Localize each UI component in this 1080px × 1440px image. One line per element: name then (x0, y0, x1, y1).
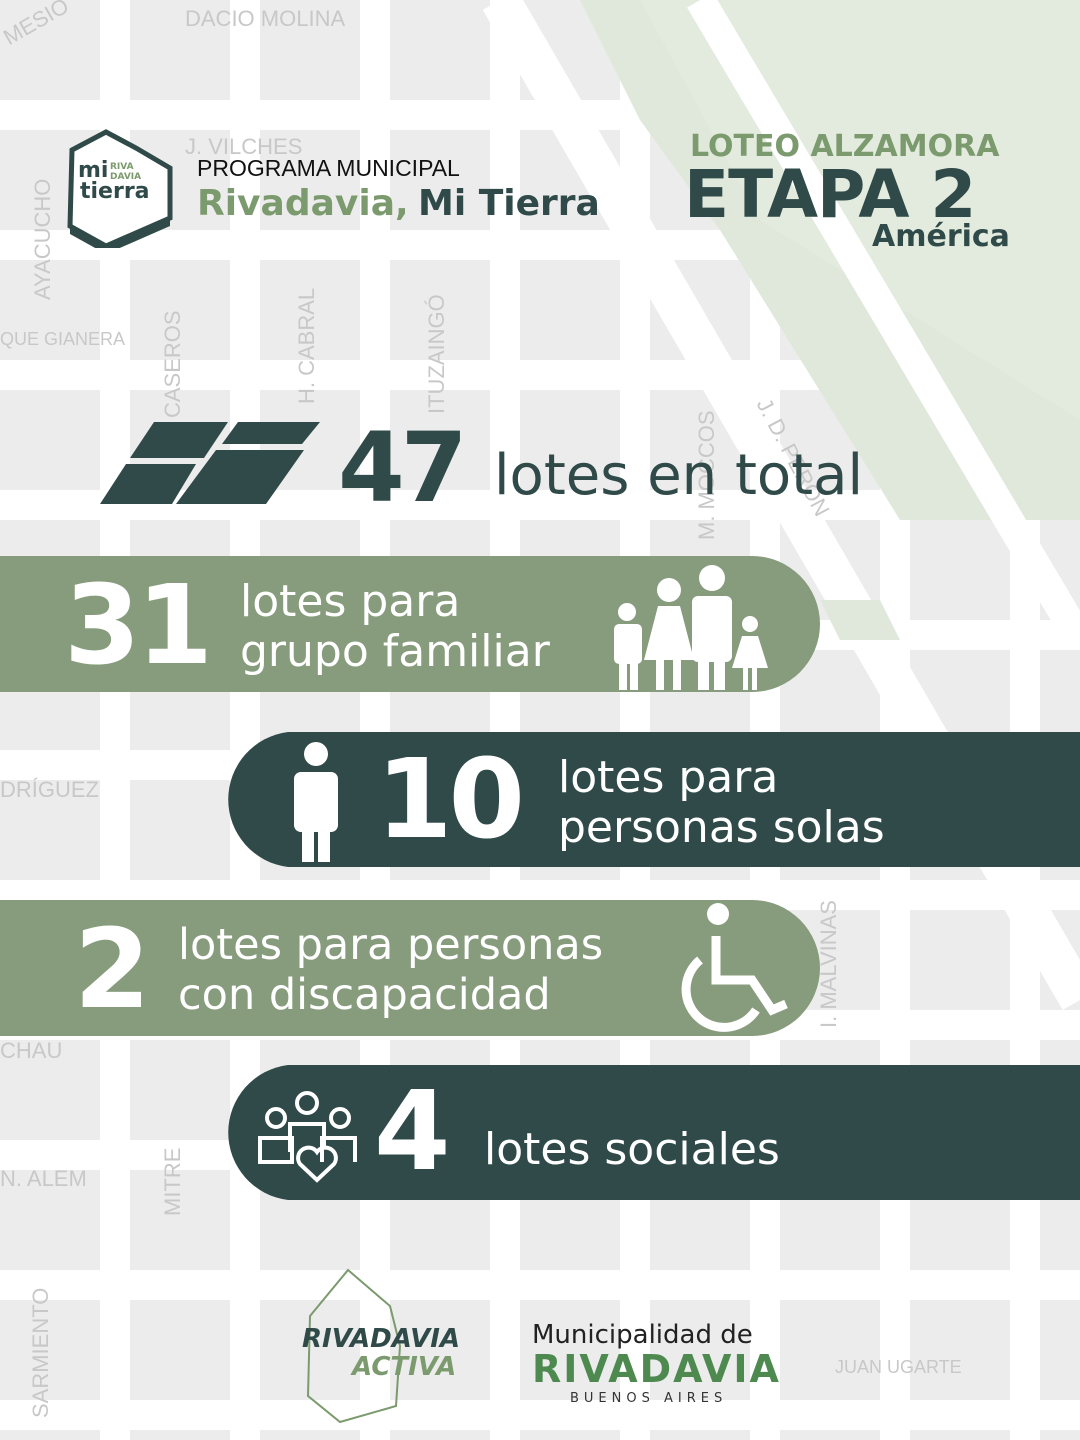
logo-text: mi (78, 158, 109, 183)
band-disability (0, 900, 820, 1036)
wheelchair-icon (681, 903, 788, 1032)
social-icon (258, 1091, 357, 1183)
row-text: lotes sociales (484, 1124, 780, 1175)
row-text: personas solas (558, 802, 885, 853)
bands (0, 556, 1080, 1200)
street-label: ITUZAINGÓ (424, 294, 449, 414)
muni-name: RIVADAVIA (532, 1347, 781, 1391)
logo-text: DAVIA (110, 172, 142, 182)
muni-region: BUENOS AIRES (570, 1391, 728, 1406)
street-label: CASEROS (160, 310, 185, 418)
street-label: JUAN UGARTE (835, 1357, 962, 1377)
row-text: lotes para (558, 752, 779, 803)
street-label: J. VILCHES (185, 134, 303, 159)
row-text: lotes para (240, 576, 461, 627)
program-label: PROGRAMA MUNICIPAL (197, 155, 460, 181)
street-label: AYACUCHO (30, 178, 55, 300)
row-number: 2 (74, 905, 151, 1033)
title-sub: América (872, 219, 1010, 254)
family-icon (614, 565, 768, 690)
person-icon (294, 742, 338, 862)
row-text: con discapacidad (178, 970, 551, 1020)
muni-label: Municipalidad de (532, 1320, 753, 1350)
street-label: QUE GIANERA (0, 329, 126, 349)
row-text: grupo familiar (240, 626, 550, 677)
program-name: Mi Tierra (418, 183, 600, 224)
row-text: lotes para personas (178, 920, 604, 970)
mi-tierra-logo (67, 129, 173, 248)
row-number: 4 (374, 1067, 451, 1195)
street-label: CHAU (0, 1038, 63, 1063)
total-text: lotes en total (494, 443, 864, 508)
row-number: 10 (376, 735, 525, 863)
street-label: DACIO MOLINA (185, 6, 346, 31)
lots-icon (100, 422, 320, 504)
title-main: ETAPA 2 (684, 156, 976, 233)
activa-logo (306, 1268, 402, 1424)
logo-text: RIVA (110, 162, 134, 172)
logo-text: tierra (80, 179, 150, 204)
band-social (228, 1065, 1080, 1200)
activa-text: ACTIVA (352, 1352, 457, 1382)
title-kicker: LOTEO ALZAMORA (690, 129, 1000, 164)
activa-text: RIVADAVIA (302, 1324, 461, 1354)
program-name: Rivadavia, (197, 183, 409, 224)
row-number: 31 (64, 561, 213, 689)
street-label: H. CABRAL (294, 287, 319, 404)
total-number: 47 (338, 412, 468, 524)
street-label: N. ALEM (0, 1166, 87, 1191)
street-label: SARMIENTO (28, 1287, 53, 1418)
band-single (228, 732, 1080, 867)
street-label: DRÍGUEZ (0, 777, 99, 802)
